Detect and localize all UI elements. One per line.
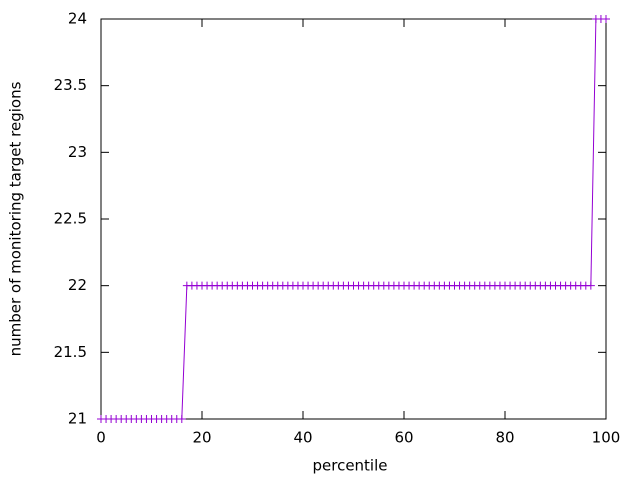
y-tick-label: 21 xyxy=(68,410,87,428)
y-tick-label: 24 xyxy=(68,10,87,28)
plot-frame xyxy=(100,18,607,420)
x-tick-label: 20 xyxy=(192,429,211,447)
x-tick-label: 40 xyxy=(293,429,312,447)
x-axis-label: percentile xyxy=(312,457,387,475)
data-point xyxy=(602,15,610,23)
x-tick-label: 80 xyxy=(495,429,514,447)
y-axis-label: number of monitoring target regions xyxy=(7,81,25,356)
y-tick-label: 23 xyxy=(68,143,87,161)
y-tick-label: 22.5 xyxy=(54,210,87,228)
data-line xyxy=(101,18,606,420)
data-point xyxy=(177,415,186,423)
x-tick-label: 60 xyxy=(394,429,413,447)
y-tick-label: 21.5 xyxy=(54,343,87,361)
x-tick-label: 0 xyxy=(96,429,106,447)
y-tick-label: 22 xyxy=(68,276,87,294)
data-point xyxy=(586,281,595,290)
y-tick-label: 23.5 xyxy=(54,76,87,94)
x-tick-label: 100 xyxy=(592,429,621,447)
